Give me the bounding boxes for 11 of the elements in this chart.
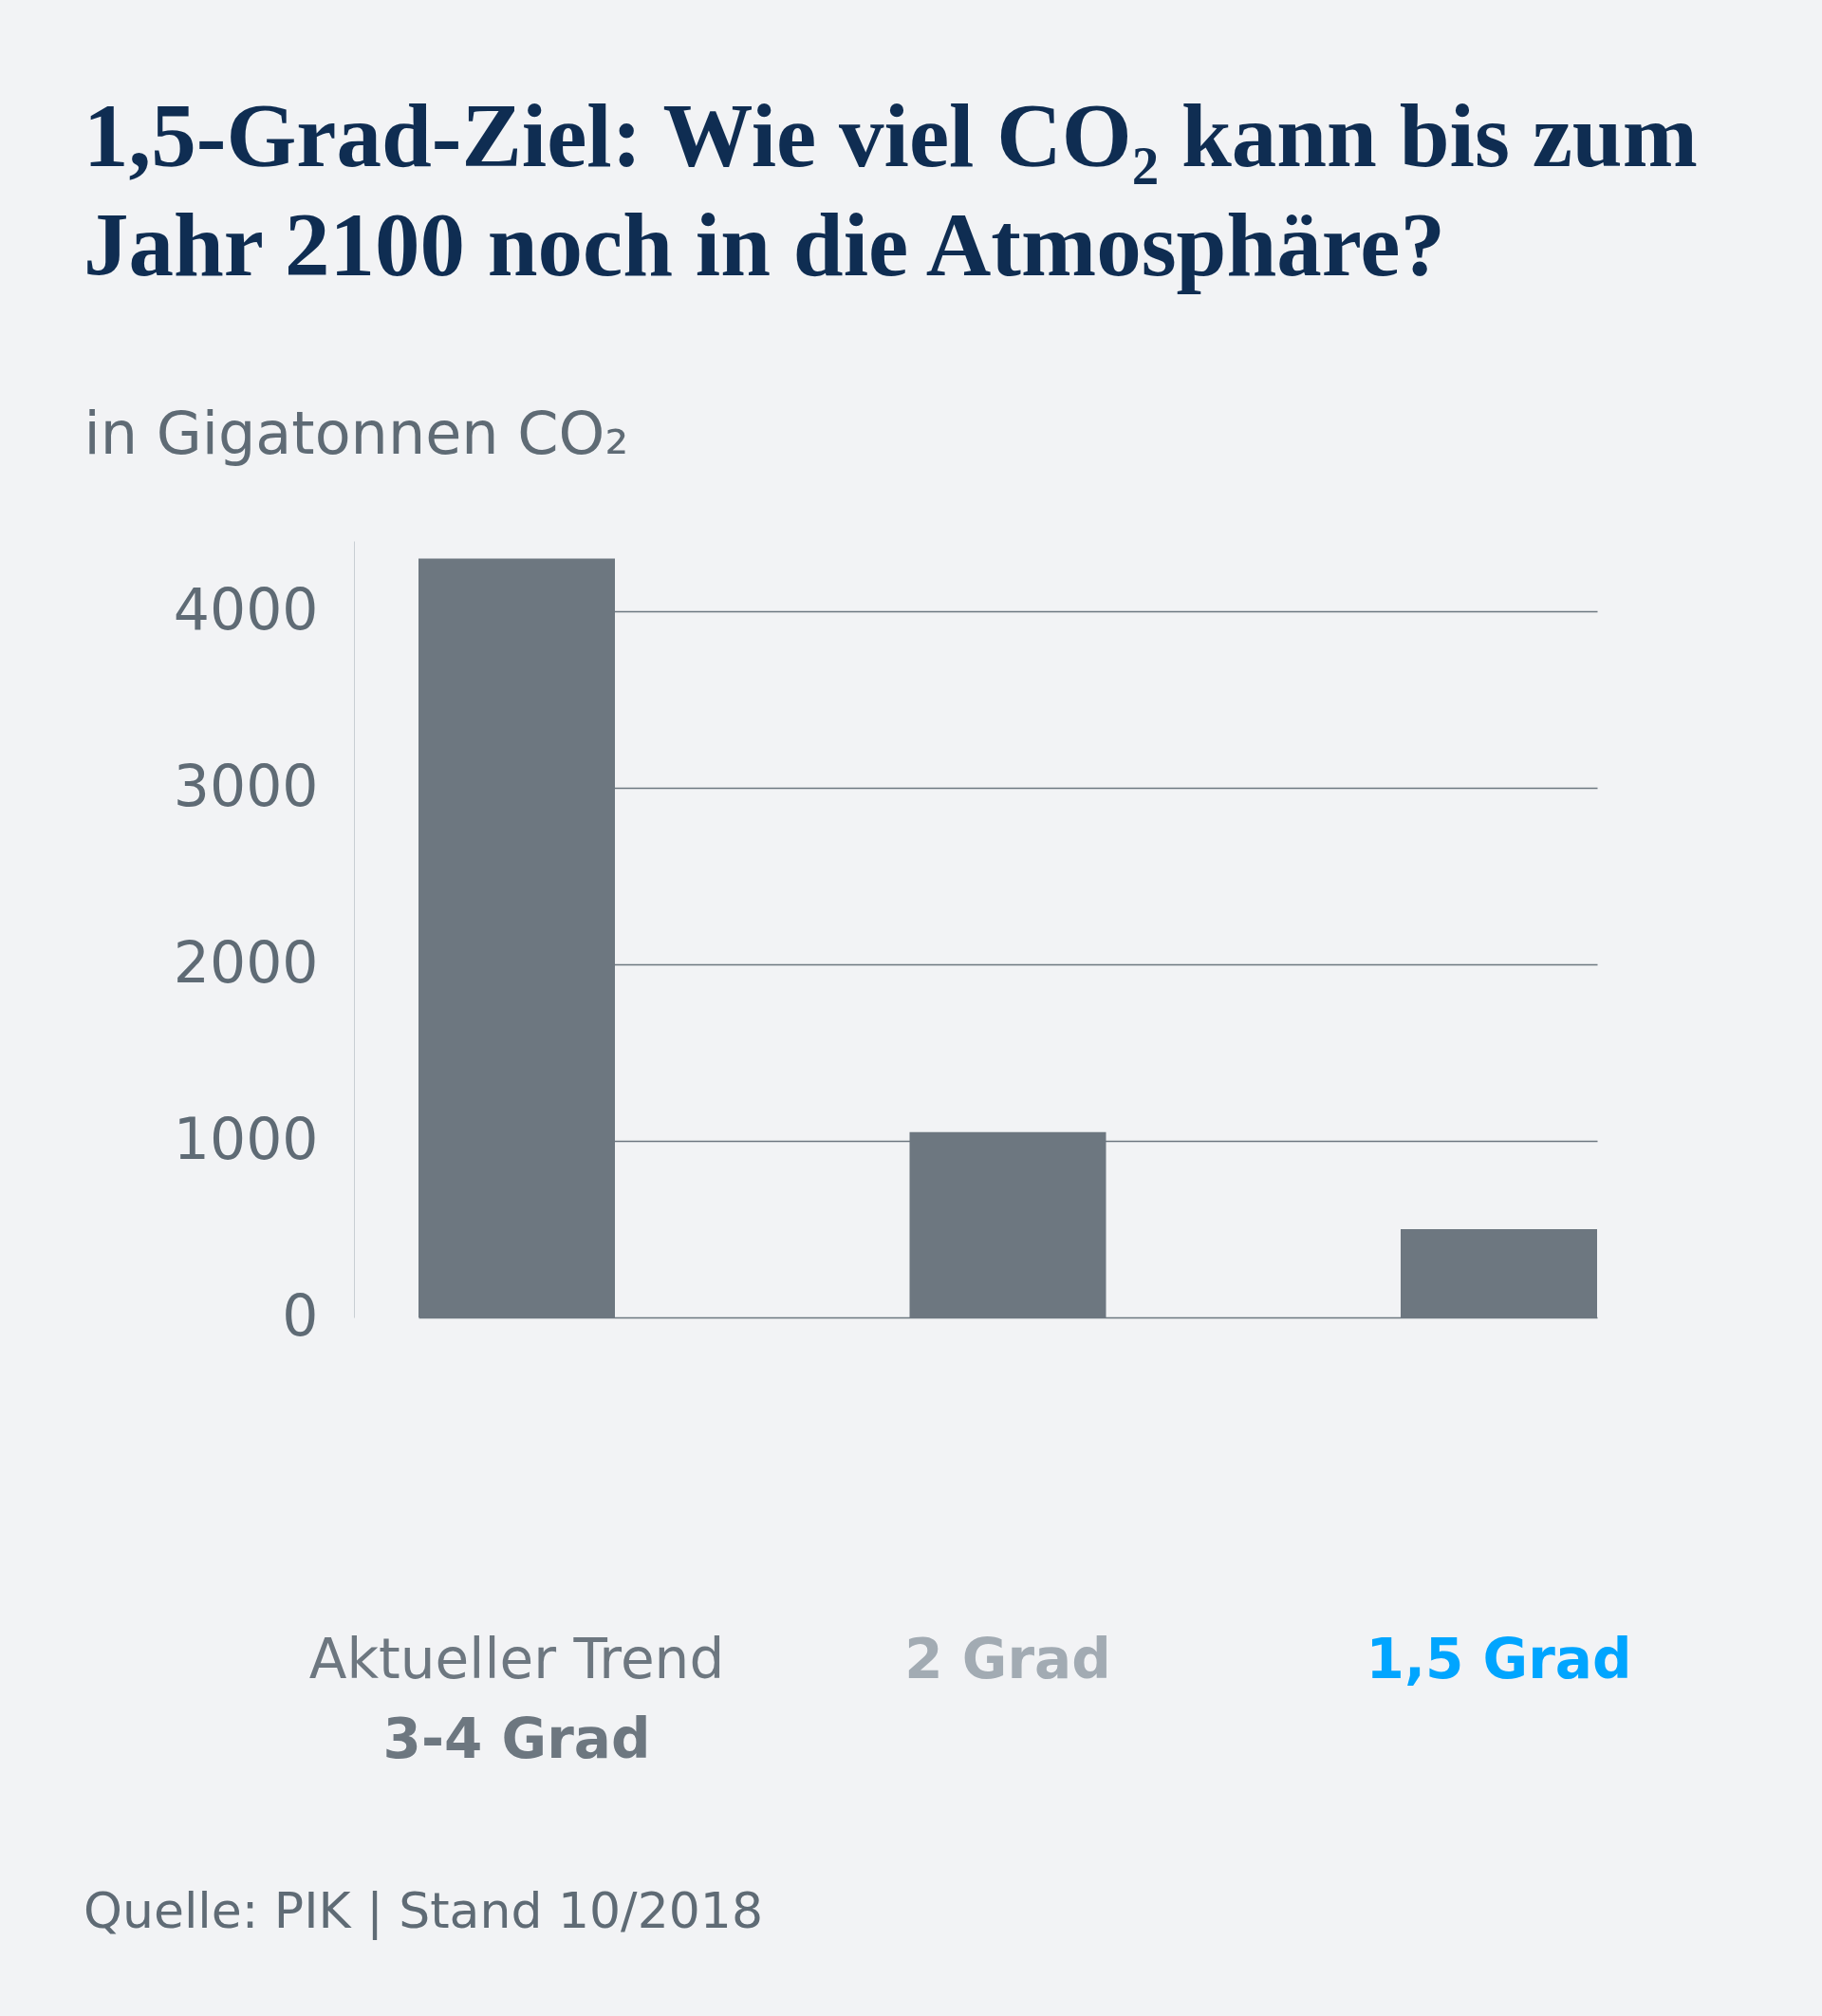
y-tick-label: 3000 bbox=[173, 752, 319, 819]
chart-title: 1,5-Grad-Ziel: Wie viel CO₂ kann bis zum Jahr 2100 noch in die Atmosphäre? bbox=[84, 85, 1698, 295]
y-tick-label: 4000 bbox=[173, 575, 319, 643]
category-label: Aktueller Trend 3-4 Grad bbox=[308, 1627, 725, 1771]
y-tick-label: 0 bbox=[282, 1281, 319, 1349]
x-tick-label: 2 Grad bbox=[904, 1627, 1111, 1691]
y-tick-label: 1000 bbox=[173, 1105, 319, 1172]
y-axis-title: in Gigatonnen CO₂ bbox=[84, 398, 629, 468]
x-tick-label: 1,5 Grad bbox=[1366, 1627, 1632, 1691]
y-tick-label: 2000 bbox=[173, 928, 319, 996]
source-note: Quelle: PIK | Stand 10/2018 bbox=[84, 1882, 763, 1940]
